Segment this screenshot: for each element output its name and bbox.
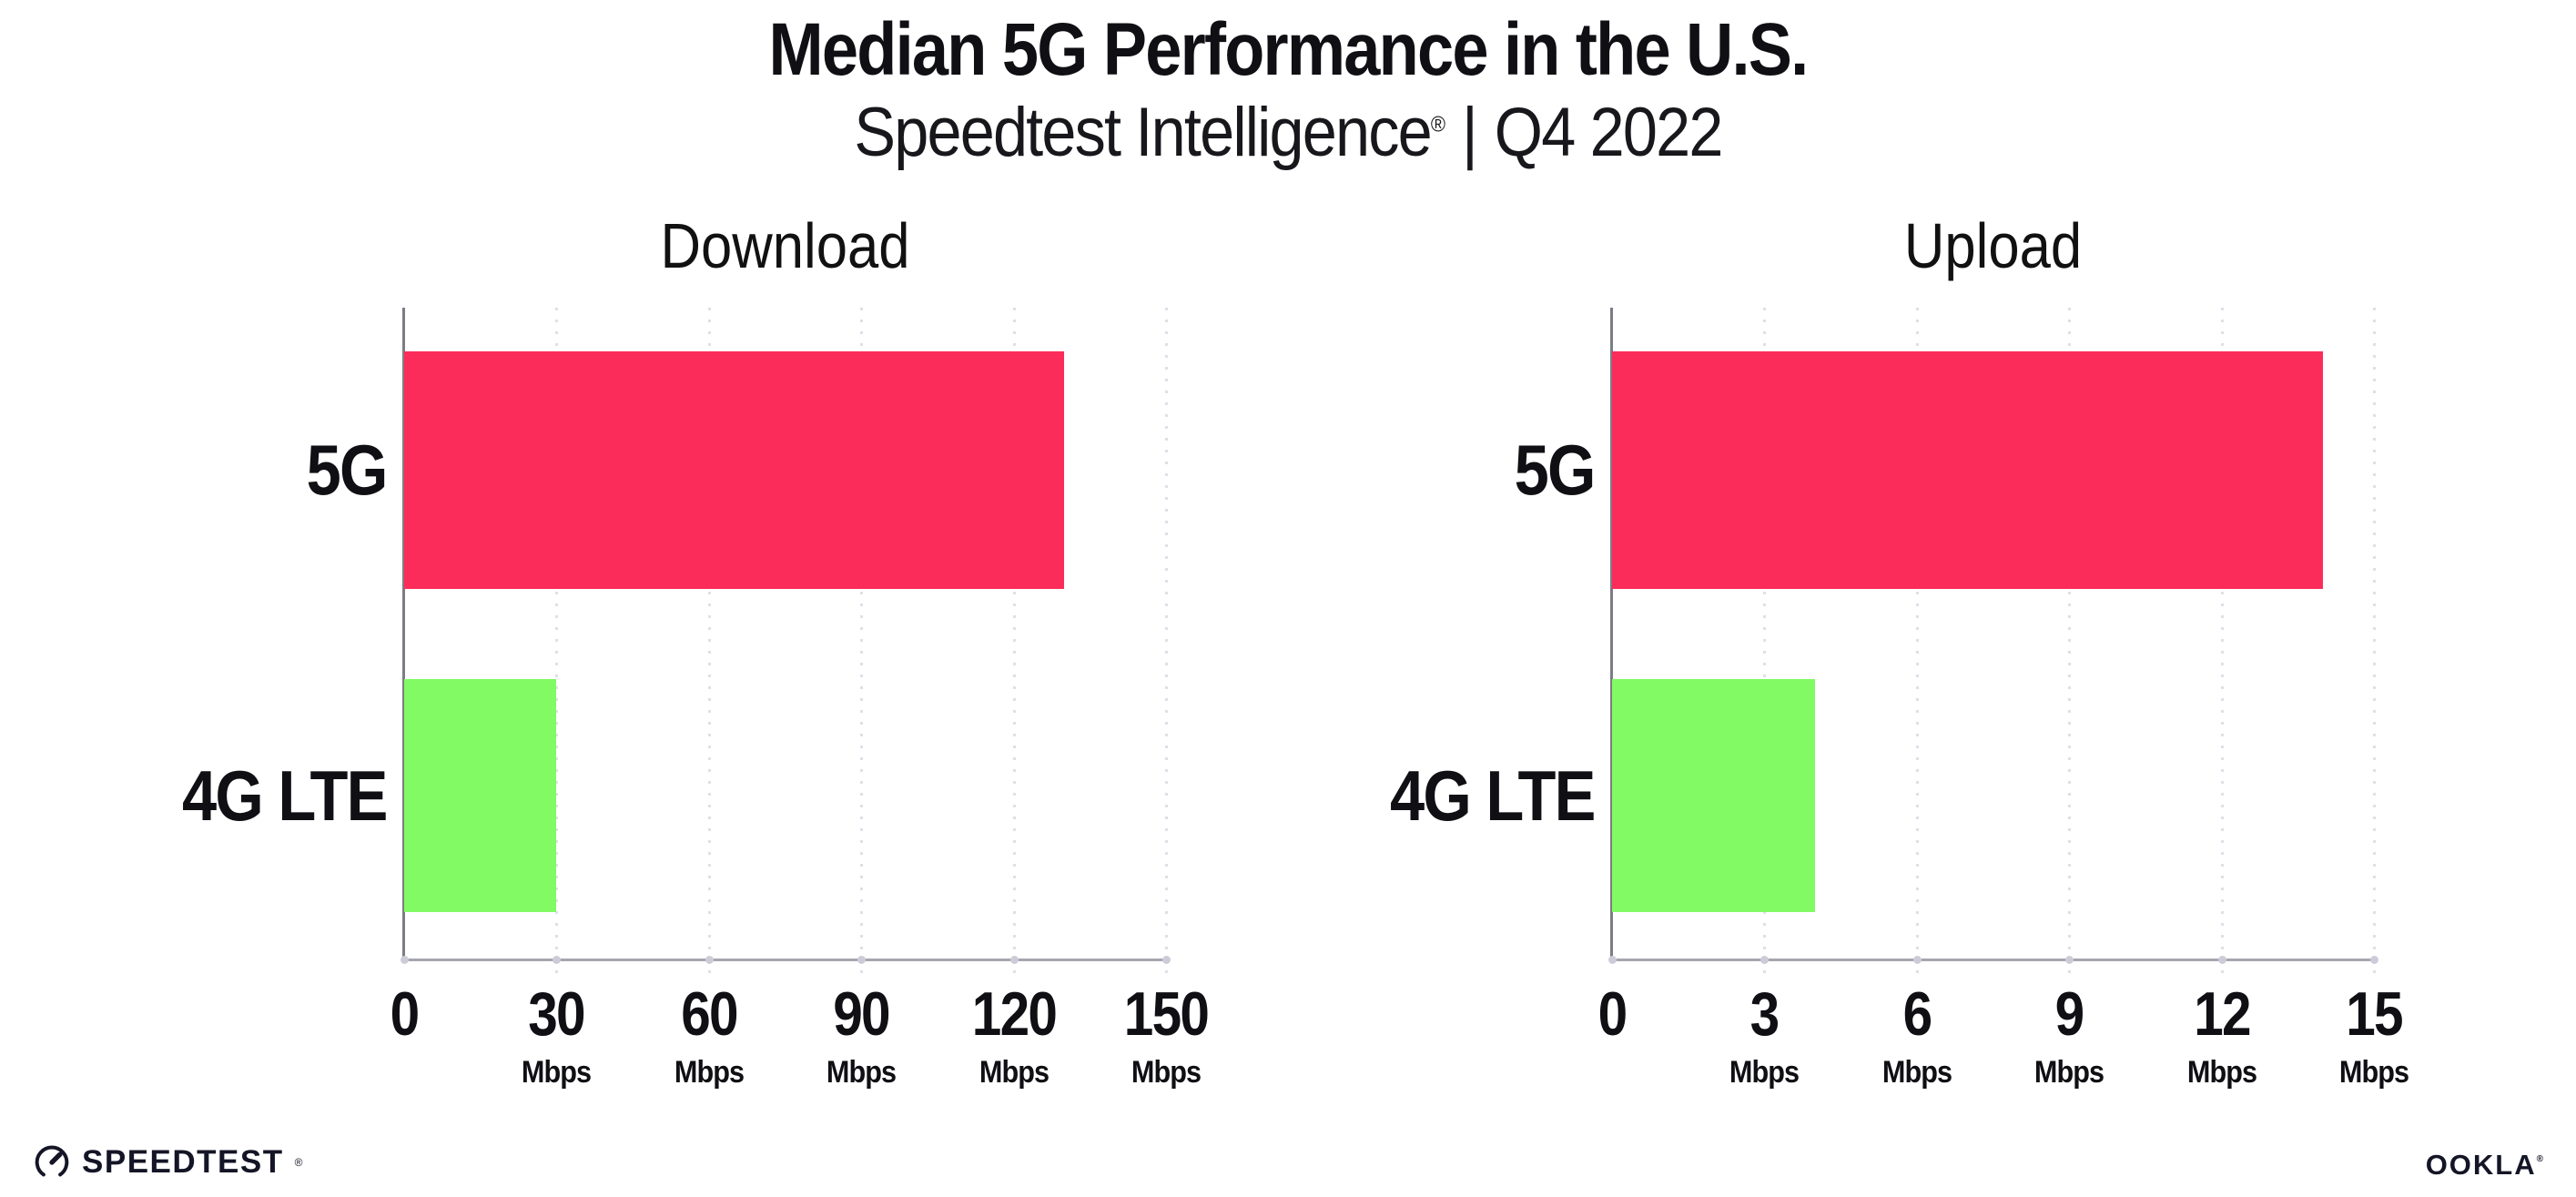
x-tick-unit-label: Mbps bbox=[2034, 1055, 2104, 1090]
x-tick: 150 Mbps bbox=[1084, 979, 1248, 1090]
ookla-logo-text: OOKLA bbox=[2425, 1149, 2537, 1181]
y-axis bbox=[1610, 308, 1613, 961]
x-tick-unit-label: Mbps bbox=[674, 1055, 745, 1090]
x-tick-unit-label: Mbps bbox=[1729, 1055, 1800, 1090]
x-tick-label: 6 bbox=[1902, 979, 1932, 1049]
x-tick: 60 Mbps bbox=[627, 979, 791, 1090]
gridline bbox=[2373, 308, 2376, 974]
chart-download: Download 5G 4G LTE 0 30 Mbps 60 Mbps 90 Mbps 120 Mb… bbox=[182, 210, 1210, 1090]
bar-row: 4G LTE bbox=[1390, 679, 2374, 912]
gridline bbox=[2220, 308, 2224, 974]
x-tick: 30 Mbps bbox=[474, 979, 638, 1090]
page-title: Median 5G Performance in the U.S. bbox=[768, 8, 1810, 91]
category-label: 4G LTE bbox=[1390, 755, 1596, 836]
x-tick-unit-label: Mbps bbox=[2186, 1055, 2257, 1090]
x-tick-label: 0 bbox=[390, 979, 421, 1049]
x-tick: 6 Mbps bbox=[1835, 979, 1999, 1090]
speedtest-logo: SPEEDTEST ® bbox=[33, 1143, 302, 1182]
chart-title: Download bbox=[660, 210, 910, 281]
x-axis-tick-dot bbox=[857, 956, 867, 964]
x-tick: 0 bbox=[322, 979, 486, 1050]
bar-5g bbox=[404, 351, 1065, 589]
x-tick-unit-label: Mbps bbox=[1881, 1055, 1952, 1090]
bar-4g-lte bbox=[1612, 679, 1816, 912]
x-tick: 90 Mbps bbox=[779, 979, 943, 1090]
gridline bbox=[1165, 308, 1168, 974]
bar-row: 5G bbox=[307, 351, 1166, 589]
x-tick: 15 Mbps bbox=[2292, 979, 2456, 1090]
x-axis-tick-dot bbox=[1912, 956, 1922, 964]
x-tick-label: 0 bbox=[1597, 979, 1628, 1049]
x-tick-unit-label: Mbps bbox=[979, 1055, 1049, 1090]
gridline bbox=[707, 308, 711, 974]
gridline bbox=[555, 308, 559, 974]
bar-5g bbox=[1612, 351, 2324, 589]
page-subtitle: Speedtest Intelligence® | Q4 2022 bbox=[129, 93, 2448, 172]
x-tick-unit-label: Mbps bbox=[1131, 1055, 1202, 1090]
gridline bbox=[2068, 308, 2072, 974]
x-axis bbox=[404, 959, 1166, 961]
x-axis-tick-dot bbox=[1608, 956, 1617, 964]
gridline bbox=[1763, 308, 1767, 974]
x-tick-label: 30 bbox=[528, 979, 586, 1049]
x-axis bbox=[1612, 959, 2374, 961]
x-tick: 12 Mbps bbox=[2140, 979, 2304, 1090]
x-axis-tick-dot bbox=[553, 956, 562, 964]
speedtest-logo-text: SPEEDTEST bbox=[82, 1144, 284, 1180]
x-tick-label: 90 bbox=[833, 979, 890, 1049]
x-tick-unit-label: Mbps bbox=[827, 1055, 897, 1090]
y-axis bbox=[402, 308, 405, 961]
x-tick-unit-label: Mbps bbox=[2338, 1055, 2409, 1090]
x-tick-label: 15 bbox=[2346, 979, 2403, 1049]
ookla-logo: OOKLA® bbox=[2426, 1149, 2545, 1182]
ookla-registered-mark: ® bbox=[2536, 1154, 2545, 1164]
x-axis-tick-dot bbox=[2370, 956, 2378, 964]
x-tick-label: 120 bbox=[971, 979, 1057, 1049]
category-label: 5G bbox=[306, 430, 389, 510]
bar-row: 4G LTE bbox=[182, 679, 1166, 912]
subtitle-brand: Speedtest Intelligence bbox=[854, 94, 1432, 171]
x-tick-label: 150 bbox=[1123, 979, 1210, 1049]
x-tick-label: 3 bbox=[1749, 979, 1780, 1049]
x-tick-unit-label: Mbps bbox=[522, 1055, 592, 1090]
speedtest-gauge-icon bbox=[35, 1145, 69, 1177]
gridline bbox=[1915, 308, 1919, 974]
x-tick: 3 Mbps bbox=[1682, 979, 1846, 1090]
gridline bbox=[860, 308, 864, 974]
chart-upload: Upload 5G 4G LTE 0 3 Mbps 6 Mbps 9 Mbps 12 Mbps 15 Mb… bbox=[1390, 210, 2409, 1090]
subtitle-period: Q4 2022 bbox=[1494, 94, 1724, 171]
x-tick: 120 Mbps bbox=[932, 979, 1096, 1090]
x-axis-tick-dot bbox=[2217, 956, 2226, 964]
subtitle-separator: | bbox=[1462, 94, 1478, 171]
x-tick-label: 60 bbox=[680, 979, 738, 1049]
speedtest-registered-mark: ® bbox=[294, 1156, 303, 1169]
x-tick: 0 bbox=[1530, 979, 1694, 1050]
category-label: 4G LTE bbox=[182, 755, 388, 836]
gridline bbox=[1012, 308, 1016, 974]
bar-4g-lte bbox=[404, 679, 557, 912]
x-tick: 9 Mbps bbox=[1987, 979, 2151, 1090]
x-tick-label: 9 bbox=[2054, 979, 2085, 1049]
x-tick-label: 12 bbox=[2193, 979, 2251, 1049]
chart-title: Upload bbox=[1903, 210, 2083, 281]
category-label: 5G bbox=[1514, 430, 1597, 510]
x-axis-tick-dot bbox=[1162, 956, 1171, 964]
x-axis-tick-dot bbox=[2065, 956, 2074, 964]
x-axis-tick-dot bbox=[1760, 956, 1770, 964]
x-axis-tick-dot bbox=[1009, 956, 1019, 964]
registered-mark: ® bbox=[1430, 112, 1445, 137]
x-axis-tick-dot bbox=[401, 956, 409, 964]
bar-row: 5G bbox=[1515, 351, 2374, 589]
x-axis-tick-dot bbox=[705, 956, 714, 964]
